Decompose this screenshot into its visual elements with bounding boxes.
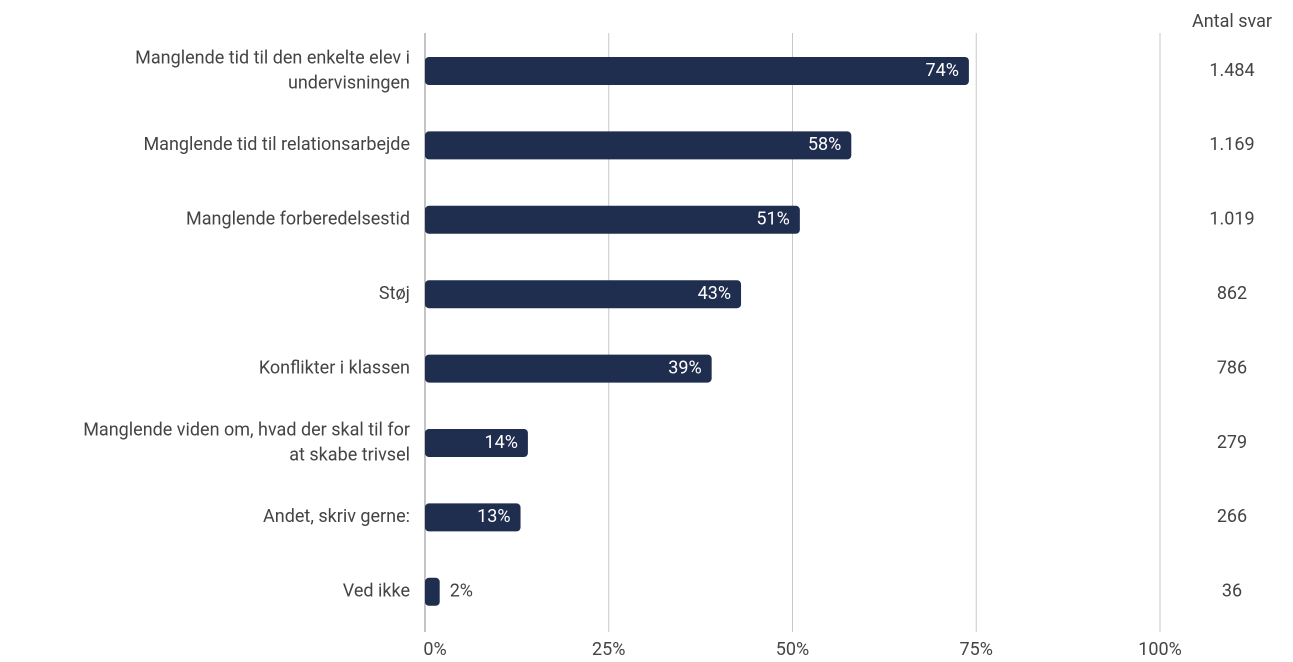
count-label: 1.019 — [1209, 209, 1254, 230]
category-label: Manglende forberedelsestid — [186, 209, 410, 230]
bar — [425, 205, 800, 234]
category-label: Manglende viden om, hvad der skal til fo… — [83, 419, 410, 465]
value-label: 2% — [450, 581, 473, 602]
bar — [425, 429, 528, 457]
x-tick-label: 25% — [592, 639, 625, 660]
count-label: 1.169 — [1209, 134, 1254, 155]
count-label: 36 — [1222, 581, 1242, 602]
bar — [425, 354, 712, 383]
value-label: 58% — [808, 134, 841, 155]
category-label: Ved ikke — [343, 581, 410, 602]
bar — [425, 503, 521, 532]
count-label: 862 — [1217, 283, 1247, 304]
category-label: Manglende tid til relationsarbejde — [143, 134, 410, 155]
bar — [425, 577, 440, 606]
value-label: 74% — [925, 60, 958, 81]
count-label: 266 — [1217, 506, 1247, 527]
category-label: Manglende tid til den enkelte elev i unde… — [135, 47, 410, 93]
x-tick-label: 0% — [423, 639, 446, 660]
category-label: Andet, skriv gerne: — [263, 506, 410, 527]
value-label: 43% — [698, 283, 731, 304]
count-label: 1.484 — [1209, 60, 1254, 81]
bar — [425, 280, 742, 309]
counts-title: Antal svar — [1192, 11, 1272, 32]
value-label: 13% — [477, 506, 510, 527]
category-label: Konflikter i klassen — [259, 357, 410, 378]
count-label: 279 — [1217, 432, 1247, 453]
x-tick-label: 50% — [776, 639, 809, 660]
bar — [425, 57, 969, 85]
count-label: 786 — [1217, 357, 1247, 378]
value-label: 14% — [484, 432, 517, 453]
value-label: 51% — [756, 209, 789, 230]
value-label: 39% — [668, 357, 701, 378]
bar — [425, 131, 852, 160]
category-label: Støj — [379, 283, 410, 304]
x-tick-label: 100% — [1138, 639, 1182, 660]
x-tick-label: 75% — [960, 639, 993, 660]
